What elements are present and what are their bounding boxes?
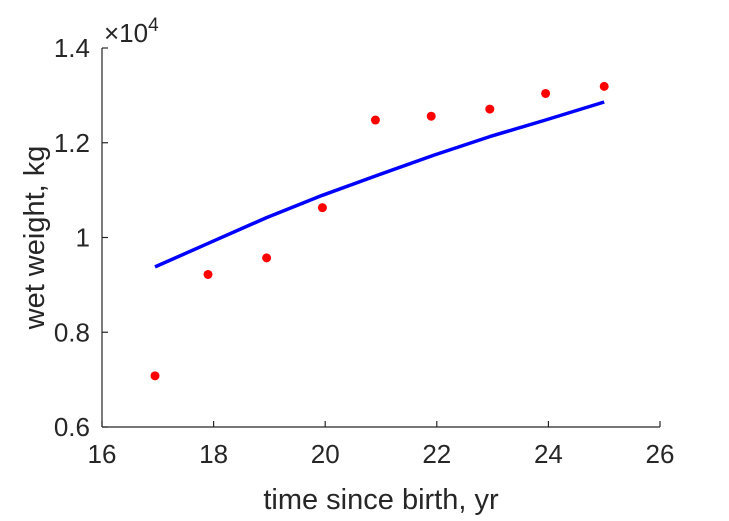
data-point (485, 104, 495, 114)
axes (101, 48, 660, 428)
y-ticks: 0.6 0.8 1 1.2 1.4 (54, 33, 108, 442)
x-tick-label: 22 (422, 439, 451, 469)
plot-area (150, 81, 609, 381)
fit-line (154, 100, 605, 269)
multiplier-base: ×10 (104, 18, 148, 48)
data-point (599, 81, 609, 91)
y-axis-multiplier: ×104 (104, 15, 159, 48)
data-point (317, 203, 327, 213)
x-ticks: 16 18 20 22 24 26 (88, 421, 675, 469)
data-point (541, 88, 551, 98)
x-tick-label: 20 (311, 439, 340, 469)
y-tick-label: 1 (76, 223, 90, 253)
y-tick-label: 1.2 (54, 128, 90, 158)
y-tick-label: 1.4 (54, 33, 90, 63)
x-tick-label: 26 (646, 439, 675, 469)
x-tick-label: 24 (534, 439, 563, 469)
x-tick-label: 16 (88, 439, 117, 469)
data-point (203, 269, 213, 279)
data-point (426, 111, 436, 121)
y-axis-title: wet weight, kg (19, 146, 51, 331)
data-point (262, 253, 272, 263)
y-tick-label: 0.8 (54, 317, 90, 347)
data-point (150, 371, 160, 381)
x-tick-label: 18 (199, 439, 228, 469)
x-axis-title: time since birth, yr (263, 484, 499, 516)
data-point (370, 115, 380, 125)
y-tick-label: 0.6 (54, 412, 90, 442)
multiplier-exponent: 4 (148, 15, 159, 36)
